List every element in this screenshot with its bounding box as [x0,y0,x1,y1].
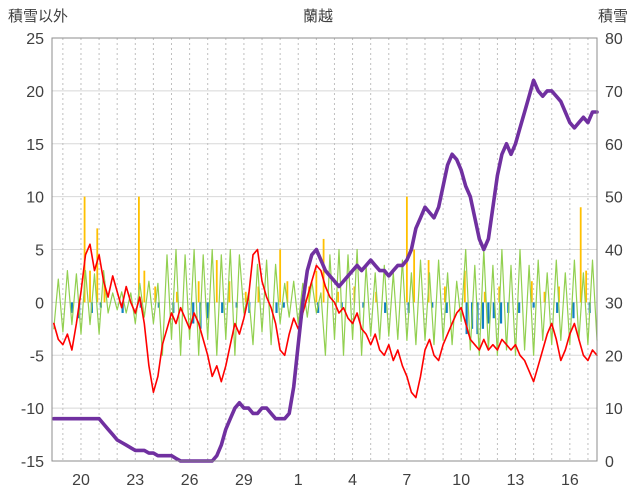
red-temperature-line [53,243,598,399]
left-axis-title: 積雪以外 [8,8,69,25]
plot-border [51,37,598,462]
right-axis-tick: 80 [605,31,623,48]
right-axis-tick: 10 [605,401,623,418]
x-axis-tick: 7 [402,472,411,489]
left-axis-tick: -10 [21,401,44,418]
left-axis-tick: 5 [35,243,44,260]
left-axis-tick: 15 [26,137,44,154]
gridlines [52,37,597,462]
left-axis-tick: 0 [35,295,44,312]
x-axis-tick: 26 [181,472,199,489]
x-axis-tick: 20 [72,472,90,489]
x-axis-tick: 4 [348,472,357,489]
x-axis-tick: 13 [507,472,525,489]
right-axis-tick: 40 [605,243,623,260]
blue-bars [70,302,591,335]
left-axis-tick: 20 [26,84,44,101]
x-axis-tick: 16 [561,472,579,489]
right-axis-tick: 50 [605,190,623,207]
purple-snow-depth-line [52,78,599,463]
left-axis-tick: -5 [30,348,44,365]
x-axis-tick: 23 [126,472,144,489]
left-axis-tick: -15 [21,454,44,471]
left-axis-tick: 10 [26,190,44,207]
right-axis-tick: 30 [605,295,623,312]
right-axis-tick: 20 [605,348,623,365]
right-axis-tick: 0 [605,454,614,471]
x-axis-tick: 10 [452,472,470,489]
right-axis-tick: 60 [605,137,623,154]
right-axis-tick: 70 [605,84,623,101]
green-line [53,248,598,356]
chart-title: 蘭越 [302,8,333,25]
right-axis-title: 積雪 [597,8,628,25]
left-axis-tick: 25 [26,31,44,48]
x-axis-tick: 29 [235,472,253,489]
x-axis-tick: 1 [294,472,303,489]
